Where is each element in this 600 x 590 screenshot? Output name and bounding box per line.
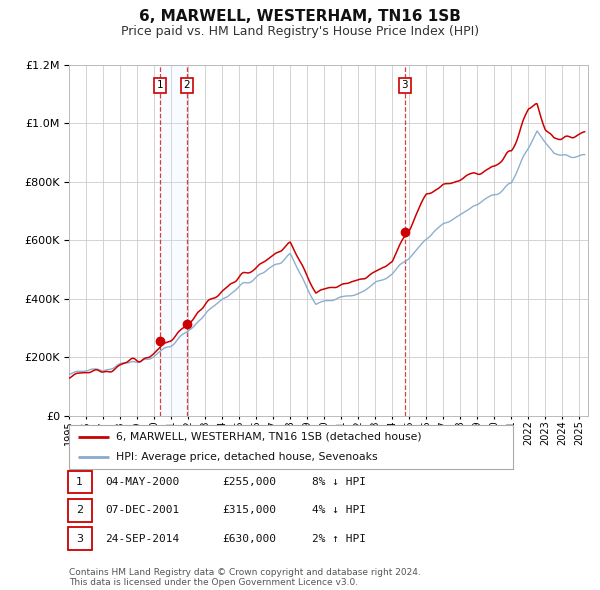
Text: HPI: Average price, detached house, Sevenoaks: HPI: Average price, detached house, Seve…	[116, 452, 377, 462]
Text: 1: 1	[157, 80, 164, 90]
Text: 04-MAY-2000: 04-MAY-2000	[105, 477, 179, 487]
Text: 24-SEP-2014: 24-SEP-2014	[105, 534, 179, 543]
Text: 6, MARWELL, WESTERHAM, TN16 1SB: 6, MARWELL, WESTERHAM, TN16 1SB	[139, 9, 461, 24]
Text: 1: 1	[76, 477, 83, 487]
Text: £255,000: £255,000	[222, 477, 276, 487]
Text: 8% ↓ HPI: 8% ↓ HPI	[312, 477, 366, 487]
Text: 07-DEC-2001: 07-DEC-2001	[105, 506, 179, 515]
Text: 6, MARWELL, WESTERHAM, TN16 1SB (detached house): 6, MARWELL, WESTERHAM, TN16 1SB (detache…	[116, 432, 421, 442]
Text: 4% ↓ HPI: 4% ↓ HPI	[312, 506, 366, 515]
Text: 2% ↑ HPI: 2% ↑ HPI	[312, 534, 366, 543]
Text: 3: 3	[401, 80, 408, 90]
Text: £315,000: £315,000	[222, 506, 276, 515]
Bar	[160, 65, 187, 416]
Text: Price paid vs. HM Land Registry's House Price Index (HPI): Price paid vs. HM Land Registry's House …	[121, 25, 479, 38]
Text: 2: 2	[184, 80, 190, 90]
Text: 2: 2	[76, 506, 83, 515]
Text: 3: 3	[76, 534, 83, 543]
Text: £630,000: £630,000	[222, 534, 276, 543]
Text: Contains HM Land Registry data © Crown copyright and database right 2024.
This d: Contains HM Land Registry data © Crown c…	[69, 568, 421, 587]
